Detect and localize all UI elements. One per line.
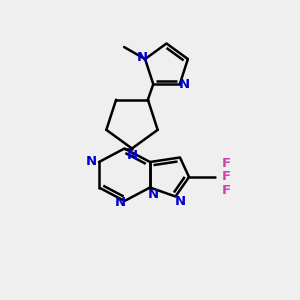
Text: N: N — [179, 78, 190, 91]
Text: F: F — [222, 184, 231, 197]
Text: N: N — [86, 155, 97, 168]
Text: N: N — [147, 188, 159, 202]
Text: F: F — [222, 170, 231, 184]
Text: N: N — [136, 51, 148, 64]
Text: N: N — [126, 148, 138, 162]
Text: N: N — [114, 196, 126, 209]
Text: N: N — [174, 195, 186, 208]
Text: F: F — [222, 157, 231, 170]
